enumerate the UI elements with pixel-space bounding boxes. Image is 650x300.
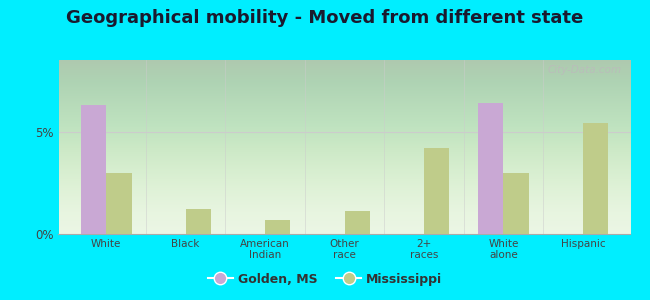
Legend: Golden, MS, Mississippi: Golden, MS, Mississippi [203, 268, 447, 291]
Bar [186, 209, 211, 234]
Bar [478, 103, 503, 234]
Text: City-Data.com: City-Data.com [548, 65, 622, 75]
Bar [424, 148, 449, 234]
Bar [106, 172, 131, 234]
Bar [81, 105, 106, 234]
Bar [583, 124, 608, 234]
Bar [503, 172, 529, 234]
Text: Geographical mobility - Moved from different state: Geographical mobility - Moved from diffe… [66, 9, 584, 27]
Bar [265, 220, 291, 234]
Bar [344, 212, 370, 234]
